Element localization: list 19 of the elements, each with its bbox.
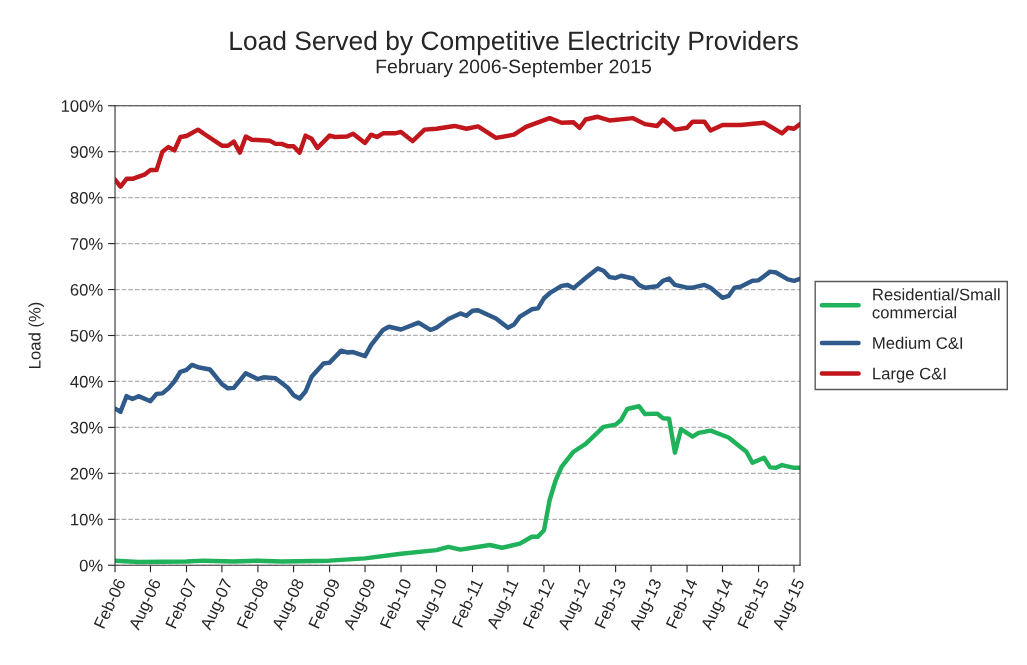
- legend-label: Medium C&I: [873, 336, 963, 349]
- line-series: [115, 114, 801, 189]
- y-tick-label: 0%: [79, 559, 103, 572]
- y-tick-label: 50%: [70, 329, 103, 342]
- y-tick-label: 100%: [61, 100, 103, 112]
- y-tick-label: 70%: [70, 237, 103, 250]
- y-tick-label: 60%: [70, 283, 103, 296]
- y-tick-label: 30%: [70, 421, 103, 434]
- y-tick-label: 20%: [70, 467, 103, 480]
- y-tick-label: 40%: [70, 375, 103, 388]
- y-axis-title: Load (%): [28, 302, 44, 368]
- legend-label: Large C&I: [873, 367, 946, 383]
- y-tick-label: 90%: [70, 146, 103, 158]
- legend-label: Residential/Small commercial: [872, 288, 1000, 319]
- line-series: [115, 266, 801, 414]
- y-tick-label: 10%: [71, 513, 103, 526]
- chart-title: Load Served by Competitive Electricity Providers: [230, 30, 798, 56]
- chart-subtitle: February 2006-September 2015: [376, 59, 652, 78]
- y-tick-label: 80%: [70, 192, 103, 204]
